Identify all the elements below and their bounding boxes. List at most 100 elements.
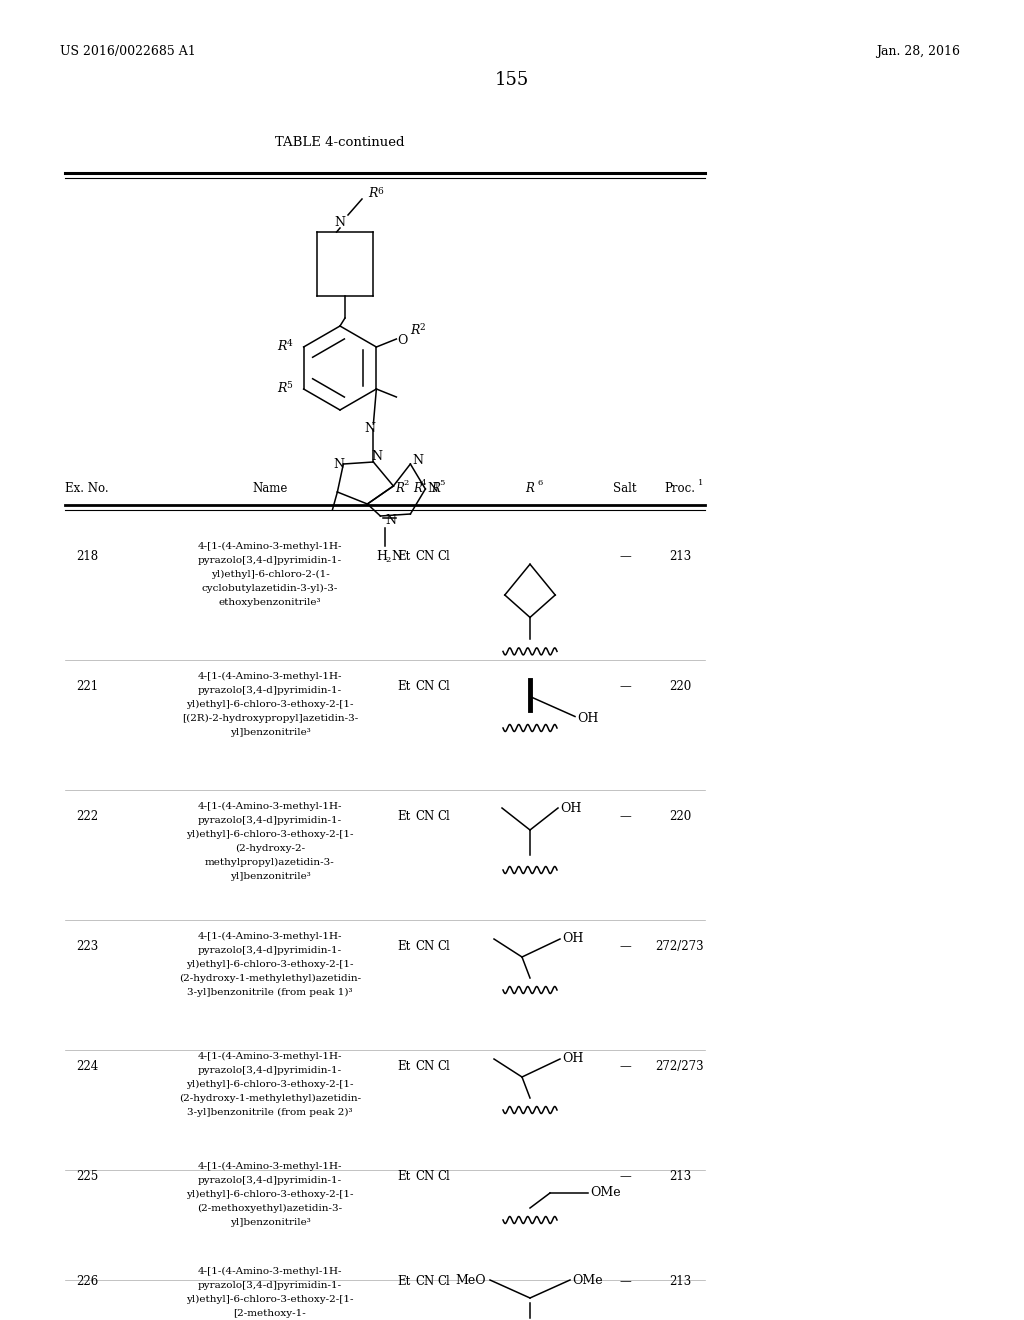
Text: Cl: Cl xyxy=(437,1060,450,1073)
Text: CN: CN xyxy=(415,1060,434,1073)
Text: 218: 218 xyxy=(76,550,98,564)
Text: Cl: Cl xyxy=(437,1275,450,1288)
Text: N: N xyxy=(372,450,382,463)
Text: 225: 225 xyxy=(76,1170,98,1183)
Text: Et: Et xyxy=(397,940,411,953)
Text: N: N xyxy=(334,458,344,470)
Text: 4-[1-(4-Amino-3-methyl-1H-: 4-[1-(4-Amino-3-methyl-1H- xyxy=(198,1052,342,1061)
Text: Jan. 28, 2016: Jan. 28, 2016 xyxy=(876,45,961,58)
Text: yl]benzonitrile³: yl]benzonitrile³ xyxy=(229,873,310,880)
Text: pyrazolo[3,4-d]pyrimidin-1-: pyrazolo[3,4-d]pyrimidin-1- xyxy=(198,686,342,696)
Text: pyrazolo[3,4-d]pyrimidin-1-: pyrazolo[3,4-d]pyrimidin-1- xyxy=(198,556,342,565)
Text: Proc.: Proc. xyxy=(665,482,695,495)
Text: OH: OH xyxy=(560,801,582,814)
Text: 4-[1-(4-Amino-3-methyl-1H-: 4-[1-(4-Amino-3-methyl-1H- xyxy=(198,672,342,681)
Text: Et: Et xyxy=(397,810,411,822)
Text: OH: OH xyxy=(562,1052,584,1065)
Text: —: — xyxy=(620,810,631,822)
Text: OH: OH xyxy=(577,711,598,725)
Text: R: R xyxy=(413,482,422,495)
Text: 4: 4 xyxy=(421,479,427,487)
Text: yl)ethyl]-6-chloro-3-ethoxy-2-[1-: yl)ethyl]-6-chloro-3-ethoxy-2-[1- xyxy=(186,700,353,709)
Text: 220: 220 xyxy=(669,680,691,693)
Text: [2-methoxy-1-: [2-methoxy-1- xyxy=(233,1309,306,1317)
Text: OH: OH xyxy=(562,932,584,945)
Text: Et: Et xyxy=(397,1060,411,1073)
Text: 5: 5 xyxy=(287,380,293,389)
Text: —: — xyxy=(620,1275,631,1288)
Text: yl)ethyl]-6-chloro-3-ethoxy-2-[1-: yl)ethyl]-6-chloro-3-ethoxy-2-[1- xyxy=(186,1080,353,1089)
Text: CN: CN xyxy=(415,810,434,822)
Text: 5: 5 xyxy=(439,479,444,487)
Text: H: H xyxy=(377,549,387,562)
Text: Et: Et xyxy=(397,1275,411,1288)
Text: R: R xyxy=(525,482,535,495)
Text: yl)ethyl]-6-chloro-3-ethoxy-2-[1-: yl)ethyl]-6-chloro-3-ethoxy-2-[1- xyxy=(186,830,353,840)
Text: OMe: OMe xyxy=(572,1274,603,1287)
Text: R: R xyxy=(278,383,287,396)
Text: R: R xyxy=(395,482,403,495)
Text: Salt: Salt xyxy=(613,482,637,495)
Text: R: R xyxy=(278,341,287,354)
Text: pyrazolo[3,4-d]pyrimidin-1-: pyrazolo[3,4-d]pyrimidin-1- xyxy=(198,946,342,954)
Text: Cl: Cl xyxy=(437,810,450,822)
Text: 6: 6 xyxy=(377,187,383,195)
Text: 222: 222 xyxy=(76,810,98,822)
Text: 4-[1-(4-Amino-3-methyl-1H-: 4-[1-(4-Amino-3-methyl-1H- xyxy=(198,1162,342,1171)
Text: Cl: Cl xyxy=(437,550,450,564)
Text: 220: 220 xyxy=(669,810,691,822)
Text: pyrazolo[3,4-d]pyrimidin-1-: pyrazolo[3,4-d]pyrimidin-1- xyxy=(198,816,342,825)
Text: —: — xyxy=(620,1060,631,1073)
Text: CN: CN xyxy=(415,940,434,953)
Text: —: — xyxy=(620,680,631,693)
Text: 213: 213 xyxy=(669,1275,691,1288)
Text: yl)ethyl]-6-chloro-2-(1-: yl)ethyl]-6-chloro-2-(1- xyxy=(211,570,330,579)
Text: CN: CN xyxy=(415,550,434,564)
Text: —: — xyxy=(620,550,631,564)
Text: N: N xyxy=(365,422,376,436)
Text: —: — xyxy=(620,940,631,953)
Text: pyrazolo[3,4-d]pyrimidin-1-: pyrazolo[3,4-d]pyrimidin-1- xyxy=(198,1280,342,1290)
Text: Cl: Cl xyxy=(437,680,450,693)
Text: Cl: Cl xyxy=(437,1170,450,1183)
Text: yl)ethyl]-6-chloro-3-ethoxy-2-[1-: yl)ethyl]-6-chloro-3-ethoxy-2-[1- xyxy=(186,1191,353,1199)
Text: (2-methoxyethyl)azetidin-3-: (2-methoxyethyl)azetidin-3- xyxy=(198,1204,343,1213)
Text: (2-hydroxy-1-methylethyl)azetidin-: (2-hydroxy-1-methylethyl)azetidin- xyxy=(179,974,361,983)
Text: 155: 155 xyxy=(495,71,529,88)
Text: 4-[1-(4-Amino-3-methyl-1H-: 4-[1-(4-Amino-3-methyl-1H- xyxy=(198,932,342,941)
Text: ethoxybenzonitrile³: ethoxybenzonitrile³ xyxy=(219,598,322,607)
Text: [(2R)-2-hydroxypropyl]azetidin-3-: [(2R)-2-hydroxypropyl]azetidin-3- xyxy=(182,714,358,723)
Text: MeO: MeO xyxy=(455,1274,485,1287)
Text: 2: 2 xyxy=(403,479,409,487)
Text: 4: 4 xyxy=(287,338,293,347)
Text: Et: Et xyxy=(397,680,411,693)
Text: 4-[1-(4-Amino-3-methyl-1H-: 4-[1-(4-Amino-3-methyl-1H- xyxy=(198,1267,342,1276)
Text: N: N xyxy=(427,483,438,495)
Text: 4-[1-(4-Amino-3-methyl-1H-: 4-[1-(4-Amino-3-methyl-1H- xyxy=(198,803,342,810)
Text: CN: CN xyxy=(415,1275,434,1288)
Text: US 2016/0022685 A1: US 2016/0022685 A1 xyxy=(60,45,196,58)
Text: CN: CN xyxy=(415,1170,434,1183)
Text: 2: 2 xyxy=(385,556,390,564)
Text: yl]benzonitrile³: yl]benzonitrile³ xyxy=(229,729,310,737)
Text: (2-hydroxy-2-: (2-hydroxy-2- xyxy=(234,843,305,853)
Text: pyrazolo[3,4-d]pyrimidin-1-: pyrazolo[3,4-d]pyrimidin-1- xyxy=(198,1176,342,1185)
Text: R: R xyxy=(431,482,440,495)
Text: 272/273: 272/273 xyxy=(655,940,705,953)
Text: 221: 221 xyxy=(76,680,98,693)
Text: 272/273: 272/273 xyxy=(655,1060,705,1073)
Text: 213: 213 xyxy=(669,550,691,564)
Text: 3-yl]benzonitrile (from peak 2)³: 3-yl]benzonitrile (from peak 2)³ xyxy=(187,1107,352,1117)
Text: N: N xyxy=(335,216,345,230)
Text: cyclobutylazetidin-3-yl)-3-: cyclobutylazetidin-3-yl)-3- xyxy=(202,583,338,593)
Text: Ex. No.: Ex. No. xyxy=(66,482,109,495)
Text: yl]benzonitrile³: yl]benzonitrile³ xyxy=(229,1218,310,1228)
Text: R: R xyxy=(411,325,420,338)
Text: 4-[1-(4-Amino-3-methyl-1H-: 4-[1-(4-Amino-3-methyl-1H- xyxy=(198,543,342,552)
Text: R: R xyxy=(368,187,378,201)
Text: Cl: Cl xyxy=(437,940,450,953)
Text: Et: Et xyxy=(397,550,411,564)
Text: 213: 213 xyxy=(669,1170,691,1183)
Text: O: O xyxy=(397,334,408,346)
Text: 2: 2 xyxy=(420,322,425,331)
